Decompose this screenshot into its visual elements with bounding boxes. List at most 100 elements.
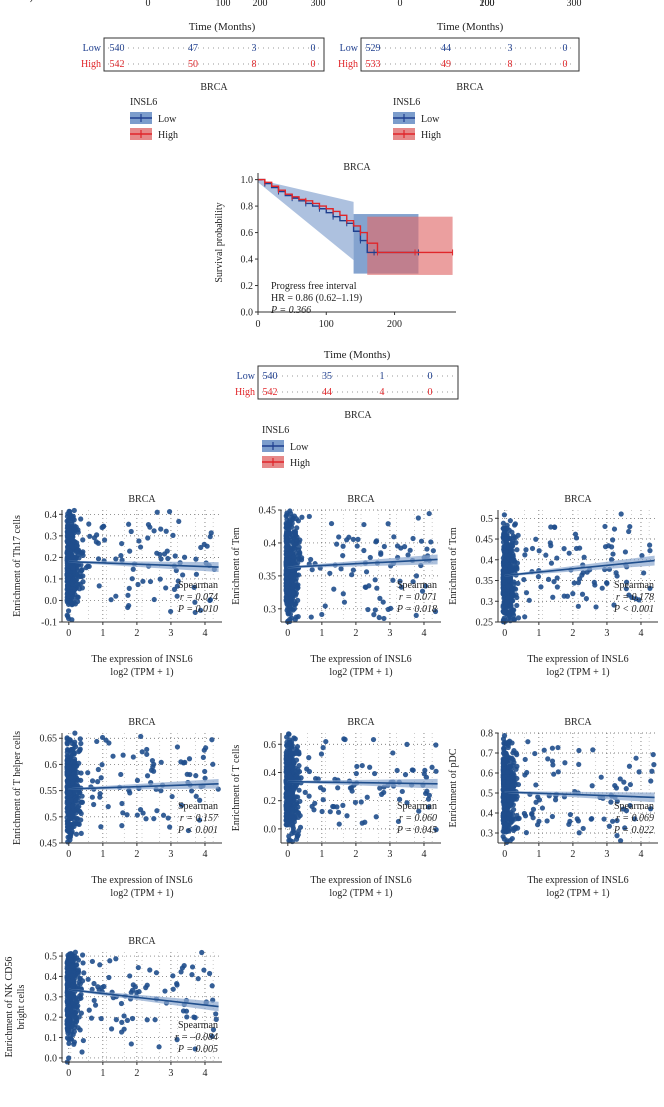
scatter-stat: r = 0.060	[399, 813, 437, 824]
scatter-point	[636, 597, 642, 603]
scatter-point	[98, 824, 104, 830]
scatter-point	[202, 768, 208, 775]
scatter-point	[64, 980, 71, 987]
km-top-left-risk-label: Low	[83, 43, 102, 54]
km-top-right-legend-title: INSL6	[393, 97, 420, 108]
scatter-point	[510, 792, 516, 799]
scatter-point	[118, 1000, 125, 1007]
scatter-point	[308, 614, 314, 620]
scatter-point	[295, 810, 301, 816]
scatter-point	[291, 786, 297, 792]
scatter-point	[152, 1017, 158, 1023]
scatter-point	[106, 974, 112, 981]
km-main-risk-value: 1	[380, 371, 385, 382]
scatter-point	[287, 790, 293, 796]
scatter-point	[89, 958, 95, 965]
scatter-point	[608, 799, 614, 805]
scatter-point	[589, 815, 595, 822]
scatter-point	[572, 531, 579, 537]
scatter-point	[352, 799, 359, 806]
scatter-point	[306, 793, 312, 799]
scatter-y-tick-label: 0.25	[476, 618, 494, 629]
km-top-left-risk-value: 0	[311, 43, 316, 54]
scatter-point	[500, 760, 506, 766]
scatter-point	[69, 963, 75, 969]
scatter-x-tick-label: 1	[536, 628, 541, 639]
scatter-point	[73, 577, 80, 583]
scatter-stat: P = 0.005	[177, 1044, 218, 1055]
scatter-point	[197, 797, 203, 803]
scatter-xlabel-line1: The expression of INSL6	[527, 875, 628, 886]
scatter-point	[128, 1041, 134, 1047]
scatter-point	[581, 554, 587, 560]
km-top-left-risk-value: 3	[252, 43, 257, 54]
scatter-point	[151, 596, 157, 603]
scatter-point	[422, 767, 428, 773]
scatter-point	[341, 599, 348, 605]
scatter-point	[199, 949, 205, 956]
scatter-xlabel-line1: The expression of INSL6	[310, 875, 411, 886]
scatter-point	[85, 976, 91, 982]
scatter-point	[353, 770, 359, 777]
scatter-point	[647, 548, 653, 554]
scatter-point	[508, 602, 514, 609]
scatter-point	[405, 552, 411, 558]
scatter-point	[354, 763, 360, 770]
scatter-point	[580, 825, 586, 832]
scatter-point	[293, 836, 300, 842]
km-top-right-risk-label: High	[338, 59, 358, 70]
scatter-point	[505, 583, 511, 590]
scatter-point	[610, 551, 616, 557]
scatter-point	[80, 579, 86, 585]
scatter-point	[502, 531, 508, 538]
scatter-point	[286, 837, 292, 844]
scatter-x-tick-label: 0	[502, 849, 507, 860]
scatter-x-tick-label: 0	[66, 628, 71, 639]
scatter-point	[626, 592, 632, 598]
km-top-right-risk-value: 8	[508, 59, 513, 70]
scatter-point	[200, 754, 206, 760]
scatter-point	[320, 744, 326, 751]
scatter-stat: P < 0.001	[613, 604, 654, 615]
km-main-annotation: HR = 0.86 (0.62–1.19)	[271, 293, 362, 304]
scatter-point	[536, 548, 542, 554]
km-main-ylabel: Survival probability	[214, 202, 225, 282]
scatter-point	[549, 745, 556, 751]
scatter-point	[65, 584, 71, 590]
scatter-point	[378, 791, 385, 797]
scatter-point	[354, 543, 360, 549]
scatter-panel-3: BRCA 0.25 0.3 0.35 0.4 0.45 0.5 0 1 2 3 4 Enrichment…	[448, 494, 658, 678]
scatter-x-tick-label: 3	[604, 628, 609, 639]
scatter-point	[611, 602, 617, 608]
km-curve-high	[258, 178, 453, 254]
scatter-point	[576, 830, 582, 836]
scatter-point	[335, 809, 342, 815]
scatter-point	[193, 773, 199, 779]
scatter-point	[78, 817, 84, 823]
km-top-right-risk-label: Low	[340, 43, 359, 54]
scatter-point	[165, 555, 171, 562]
scatter-point	[367, 554, 373, 561]
scatter-x-tick-label: 4	[202, 628, 207, 639]
scatter-fit-line	[68, 783, 219, 790]
scatter-point	[75, 582, 81, 588]
scatter-point	[340, 543, 346, 549]
scatter-point	[502, 751, 508, 757]
scatter-point	[70, 813, 76, 819]
km-main-xlabel: Time (Months)	[0, 0, 34, 3]
scatter-x-tick-label: 1	[100, 1068, 105, 1079]
scatter-point	[80, 960, 86, 966]
km-top-left-legend-label: Low	[158, 114, 177, 125]
scatter-point	[304, 766, 310, 772]
scatter-point	[432, 608, 439, 615]
scatter-point	[576, 761, 582, 768]
km-main-annotation: Progress free interval	[271, 281, 357, 292]
scatter-point	[75, 1025, 81, 1031]
scatter-point	[95, 556, 102, 562]
scatter-point	[309, 567, 315, 573]
scatter-point	[72, 759, 78, 765]
scatter-point	[515, 615, 522, 621]
scatter-point	[522, 552, 528, 558]
scatter-point	[153, 970, 160, 976]
